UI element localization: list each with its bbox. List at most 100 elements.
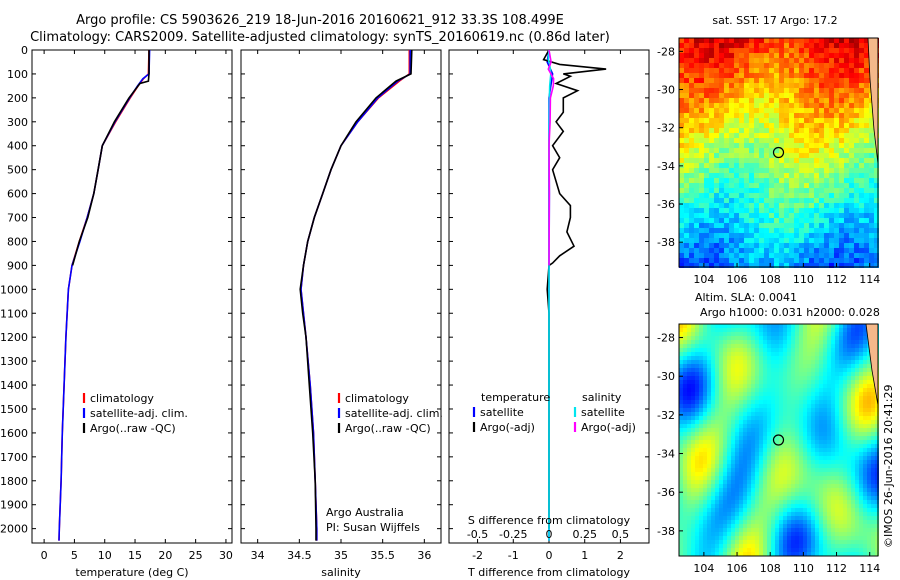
x-tick-label: 35.5 xyxy=(370,549,395,562)
x-tick-label: 2 xyxy=(617,549,624,562)
x-tick-label: 1 xyxy=(581,549,588,562)
y-tick-label: 1300 xyxy=(0,355,28,368)
heatmap-cells xyxy=(679,38,879,268)
y-tick-label: 2000 xyxy=(0,523,28,536)
y-tick-label: 1900 xyxy=(0,499,28,512)
legend-label: satellite-adj. clim. xyxy=(345,407,443,420)
series-group xyxy=(58,50,151,541)
x-tick-label: 34.5 xyxy=(287,549,312,562)
pi-label: PI: Susan Wijffels xyxy=(326,521,420,534)
profile-panel-difference-profile: -2 -1 0 1 2 T difference from climatology temp… xyxy=(448,49,650,579)
x-axis-label: temperature (deg C) xyxy=(75,566,188,579)
x-tick-label: 106 xyxy=(727,562,748,575)
y-tick-label: 0 xyxy=(21,44,28,57)
x-tick-label: -1 xyxy=(508,549,519,562)
figure-title-line2: Climatology: CARS2009. Satellite-adjuste… xyxy=(30,30,610,45)
heatmap-cells xyxy=(679,324,879,556)
x-tick-label: 0 xyxy=(41,549,48,562)
series-line-s-argo-adj- xyxy=(547,50,555,266)
y-tick-label: 900 xyxy=(7,259,28,272)
figure-title-line1: Argo profile: CS 5903626_219 18-Jun-2016… xyxy=(76,13,564,28)
x-tick-label: 34 xyxy=(251,549,265,562)
x-top-tick-label: 0.25 xyxy=(572,528,597,541)
argo-location-marker xyxy=(772,434,785,446)
legend-label: climatology xyxy=(345,392,409,405)
map-panel-sst-map: 104 106 108 110 112 114 -28 -30 -32 -34 -36 -38 sat.… xyxy=(657,14,880,286)
x-tick-label: 20 xyxy=(158,549,172,562)
map-frame xyxy=(678,37,879,268)
x-tick-label: 5 xyxy=(71,549,78,562)
x-tick-label: 114 xyxy=(859,273,880,286)
x-tick-label: 36 xyxy=(417,549,431,562)
y-tick-label: 1800 xyxy=(0,475,28,488)
legend-label: Argo(-adj) xyxy=(581,421,636,434)
y-tick-label: 300 xyxy=(7,116,28,129)
x-tick-label: -2 xyxy=(472,549,483,562)
y-tick-label: 600 xyxy=(7,188,28,201)
y-tick-label: -36 xyxy=(657,198,675,211)
x-axis-label: salinity xyxy=(321,566,361,579)
series-line-argo-raw-qc- xyxy=(299,50,413,541)
plot-frame xyxy=(240,49,442,544)
profile-panel-salinity-profile: 34 34.5 35 35.5 36 salinity climatology satelli… xyxy=(240,49,443,579)
y-tick-label: -30 xyxy=(657,370,675,383)
legend-label: satellite xyxy=(480,406,524,419)
map-title: Altim. SLA: 0.0041 xyxy=(695,291,797,304)
x-tick-label: 110 xyxy=(793,273,814,286)
legend-label: Argo(..raw -QC) xyxy=(90,422,176,435)
map-title: sat. SST: 17 Argo: 17.2 xyxy=(712,14,837,27)
x-tick-label: 114 xyxy=(859,562,880,575)
x-tick-label: 110 xyxy=(793,562,814,575)
x-tick-label: 25 xyxy=(189,549,203,562)
x-tick-label: 104 xyxy=(693,273,714,286)
y-tick-label: 1600 xyxy=(0,427,28,440)
x-tick-label: 15 xyxy=(128,549,142,562)
y-tick-label: 200 xyxy=(7,92,28,105)
x-tick-label: 0 xyxy=(546,549,553,562)
legend-header-temperature: temperature xyxy=(481,391,550,404)
series-line-t-argo-adj- xyxy=(542,50,607,529)
map-subtitle: Argo h1000: 0.031 h2000: 0.028 xyxy=(700,306,880,319)
y-tick-label: -36 xyxy=(657,486,675,499)
x-tick-label: 112 xyxy=(826,562,847,575)
x-tick-label: 108 xyxy=(760,562,781,575)
plot-frame xyxy=(31,49,233,544)
y-tick-label: 1400 xyxy=(0,379,28,392)
y-tick-label: -32 xyxy=(657,409,675,422)
y-tick-label: 400 xyxy=(7,140,28,153)
legend-label: satellite xyxy=(581,406,625,419)
y-tick-label: -34 xyxy=(657,160,675,173)
y-tick-label: 1000 xyxy=(0,283,28,296)
legend-label: climatology xyxy=(90,392,154,405)
y-tick-label: -28 xyxy=(657,45,675,58)
y-tick-label: 1200 xyxy=(0,331,28,344)
map-frame xyxy=(678,323,879,557)
series-group xyxy=(299,50,413,541)
legend-header-salinity: salinity xyxy=(582,391,622,404)
y-tick-label: 500 xyxy=(7,164,28,177)
x-tick-label: 112 xyxy=(826,273,847,286)
y-tick-label: 1700 xyxy=(0,451,28,464)
x-tick-label: 35 xyxy=(334,549,348,562)
y-tick-label: -32 xyxy=(657,122,675,135)
x-tick-label: 30 xyxy=(219,549,233,562)
legend-label: satellite-adj. clim. xyxy=(90,407,188,420)
argo-location-marker xyxy=(772,146,785,159)
y-tick-label: 1500 xyxy=(0,403,28,416)
profile-panel-temperature-profile: 0100200300400500600700800900100011001200… xyxy=(0,44,233,579)
legend-label: Argo(..raw -QC) xyxy=(345,422,431,435)
y-tick-label: 700 xyxy=(7,212,28,225)
y-tick-label: 100 xyxy=(7,68,28,81)
y-tick-label: -38 xyxy=(657,236,675,249)
x-tick-label: 108 xyxy=(760,273,781,286)
x-top-tick-label: 0 xyxy=(546,528,553,541)
x-axis-label: T difference from climatology xyxy=(467,566,630,579)
y-tick-label: -28 xyxy=(657,332,675,345)
series-group xyxy=(542,50,607,541)
legend-label: Argo(-adj) xyxy=(480,421,535,434)
argo-institution-label: Argo Australia xyxy=(326,506,404,519)
x-top-tick-label: 0.5 xyxy=(612,528,630,541)
y-tick-label: -34 xyxy=(657,448,675,461)
x-tick-label: 106 xyxy=(727,273,748,286)
